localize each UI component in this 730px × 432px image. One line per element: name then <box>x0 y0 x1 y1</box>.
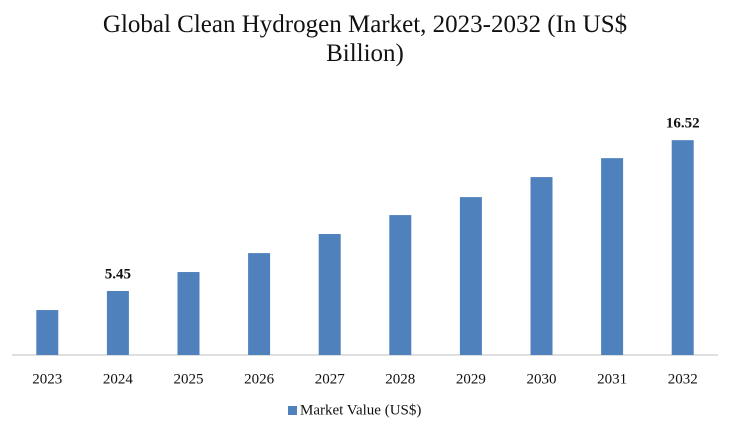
bar <box>530 177 553 355</box>
bar <box>106 290 129 355</box>
x-tick-label: 2031 <box>597 371 627 387</box>
x-tick-label: 2025 <box>174 371 204 387</box>
x-tick-label: 2028 <box>385 371 415 387</box>
value-label: 5.45 <box>105 266 131 282</box>
bar <box>389 215 412 355</box>
bar <box>601 158 624 355</box>
chart-title: Global Clean Hydrogen Market, 2023-2032 … <box>102 11 628 67</box>
bar <box>248 253 271 355</box>
x-tick-label: 2023 <box>32 371 62 387</box>
x-tick-label: 2026 <box>244 371 275 387</box>
legend-label: Market Value (US$) <box>300 402 421 418</box>
value-label: 16.52 <box>666 116 700 132</box>
x-tick-label: 2030 <box>527 371 557 387</box>
x-tick-label: 2024 <box>103 371 134 387</box>
bar <box>671 140 694 355</box>
x-tick-label: 2032 <box>668 371 698 387</box>
bar <box>459 197 482 355</box>
x-tick-label: 2027 <box>315 371 346 387</box>
x-tick-label: 2029 <box>456 371 486 387</box>
bar <box>36 310 59 355</box>
bar <box>318 234 341 355</box>
bar <box>177 272 200 355</box>
legend-swatch <box>288 406 297 415</box>
